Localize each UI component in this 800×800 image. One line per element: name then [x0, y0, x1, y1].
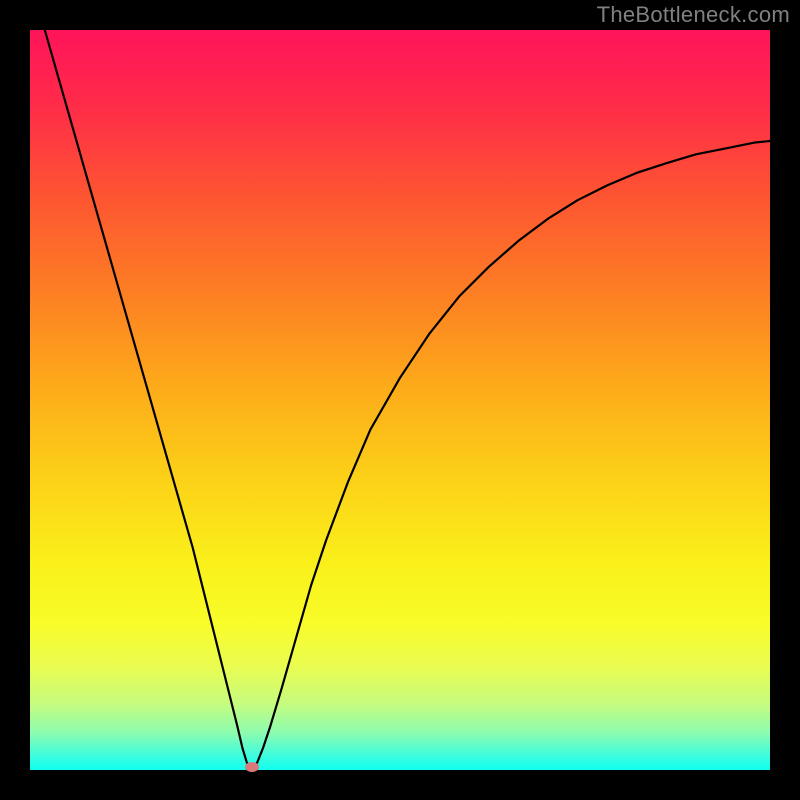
bottleneck-curve: [30, 30, 770, 770]
plot-area: [30, 30, 770, 770]
minimum-marker: [245, 762, 259, 772]
watermark-text: TheBottleneck.com: [597, 2, 790, 28]
